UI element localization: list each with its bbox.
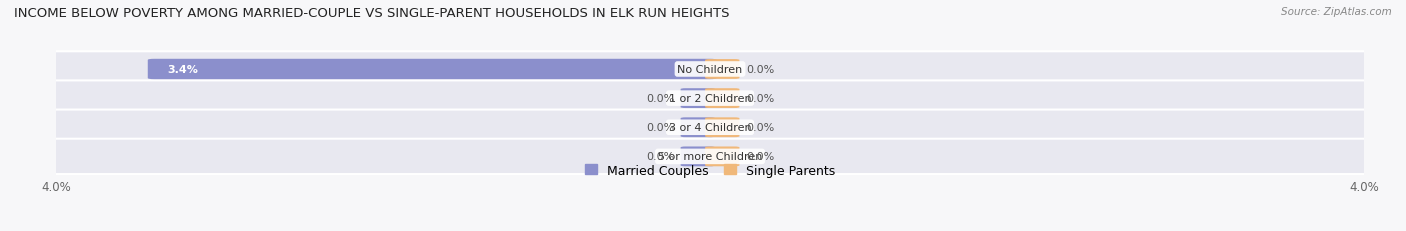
Text: Source: ZipAtlas.com: Source: ZipAtlas.com [1281, 7, 1392, 17]
Text: 0.0%: 0.0% [747, 152, 775, 162]
Text: 3.4%: 3.4% [167, 65, 198, 75]
FancyBboxPatch shape [44, 81, 1376, 116]
FancyBboxPatch shape [706, 60, 740, 79]
Text: No Children: No Children [678, 65, 742, 75]
Text: 5 or more Children: 5 or more Children [658, 152, 762, 162]
FancyBboxPatch shape [681, 89, 714, 109]
Text: 0.0%: 0.0% [747, 123, 775, 133]
Text: 3 or 4 Children: 3 or 4 Children [669, 123, 751, 133]
Text: 0.0%: 0.0% [747, 94, 775, 104]
FancyBboxPatch shape [706, 89, 740, 109]
FancyBboxPatch shape [681, 147, 714, 167]
FancyBboxPatch shape [706, 118, 740, 137]
Text: INCOME BELOW POVERTY AMONG MARRIED-COUPLE VS SINGLE-PARENT HOUSEHOLDS IN ELK RUN: INCOME BELOW POVERTY AMONG MARRIED-COUPL… [14, 7, 730, 20]
Text: 1 or 2 Children: 1 or 2 Children [669, 94, 751, 104]
FancyBboxPatch shape [44, 110, 1376, 145]
FancyBboxPatch shape [148, 60, 717, 80]
Text: 0.0%: 0.0% [747, 65, 775, 75]
Text: 0.0%: 0.0% [645, 123, 673, 133]
Text: 0.0%: 0.0% [645, 152, 673, 162]
FancyBboxPatch shape [706, 147, 740, 167]
FancyBboxPatch shape [681, 118, 714, 137]
FancyBboxPatch shape [44, 139, 1376, 174]
Legend: Married Couples, Single Parents: Married Couples, Single Parents [585, 164, 835, 177]
Text: 0.0%: 0.0% [645, 94, 673, 104]
FancyBboxPatch shape [44, 52, 1376, 87]
